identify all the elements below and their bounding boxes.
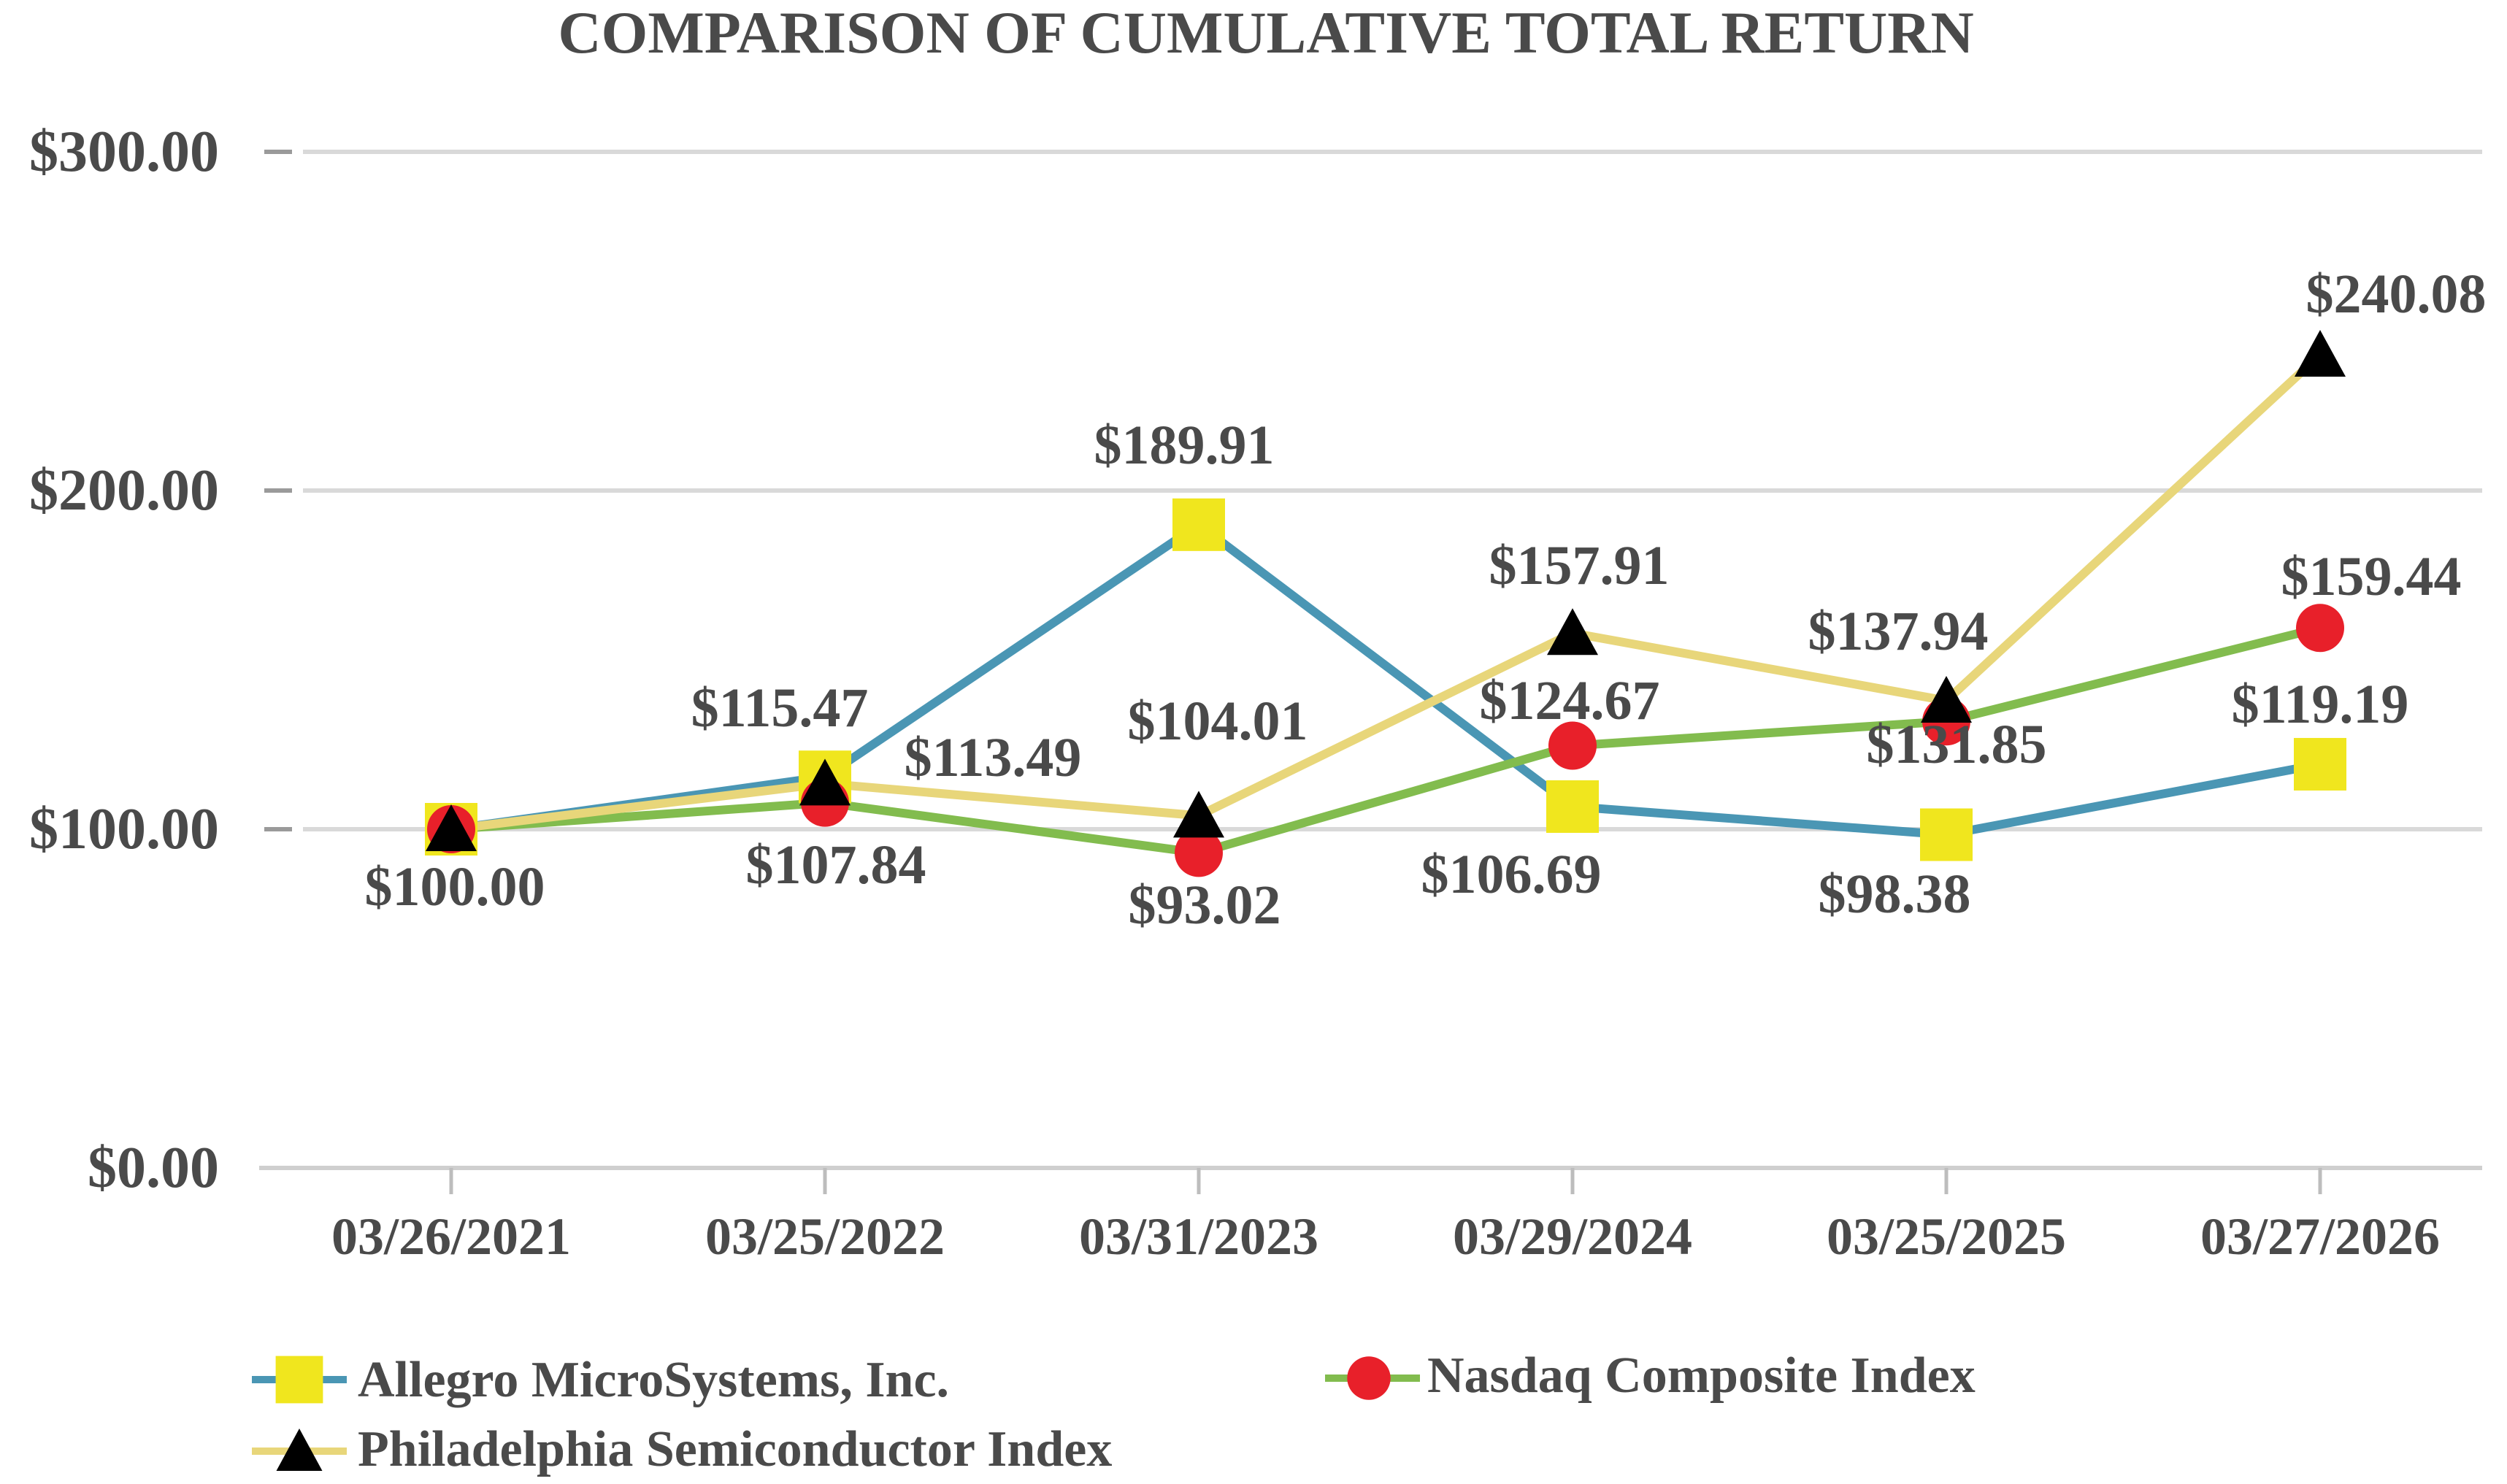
legend-square-icon bbox=[275, 1356, 323, 1404]
xtick-label: 03/25/2022 bbox=[705, 1207, 945, 1266]
series-markers bbox=[425, 330, 2346, 877]
legend-circle-icon bbox=[1347, 1356, 1391, 1400]
legend-label: Philadelphia Semiconductor Index bbox=[358, 1421, 1112, 1477]
gridlines bbox=[303, 150, 2482, 831]
axes: $0.00 $100.00 $200.00 $300.00 03/26/2021 03/2… bbox=[29, 120, 2482, 1266]
data-label: $131.85 bbox=[1867, 714, 2047, 775]
ytick-label: $300.00 bbox=[29, 120, 219, 184]
data-label: $100.00 bbox=[365, 856, 545, 918]
data-label: $93.02 bbox=[1129, 874, 1281, 936]
data-label: $113.49 bbox=[905, 727, 1082, 788]
series-line-triangle bbox=[447, 350, 2324, 834]
legend-item: Nasdaq Composite Index bbox=[1325, 1347, 1976, 1404]
data-label: $119.19 bbox=[2232, 674, 2409, 735]
ytick-label: $0.00 bbox=[88, 1136, 219, 1200]
triangle-marker bbox=[426, 804, 477, 851]
triangle-marker bbox=[1921, 675, 1972, 723]
data-label: $124.67 bbox=[1480, 670, 1660, 731]
series-line-square bbox=[447, 520, 2324, 839]
square-marker bbox=[1920, 808, 1973, 861]
circle-marker bbox=[1548, 721, 1597, 770]
series-line-circle bbox=[447, 623, 2324, 858]
triangle-marker bbox=[1173, 791, 1224, 838]
data-label: $115.47 bbox=[691, 677, 869, 739]
circle-marker bbox=[2296, 604, 2344, 653]
data-label: $159.44 bbox=[2281, 546, 2462, 607]
data-label: $98.38 bbox=[1819, 864, 1971, 925]
xtick-label: 03/29/2024 bbox=[1453, 1207, 1692, 1266]
legend-label: Nasdaq Composite Index bbox=[1427, 1347, 1976, 1404]
legend-item: Allegro MicroSystems, Inc. bbox=[252, 1352, 949, 1408]
data-label: $106.69 bbox=[1421, 844, 1602, 905]
xtick-label: 03/25/2025 bbox=[1827, 1207, 2066, 1266]
series-lines bbox=[447, 350, 2324, 858]
circle-marker bbox=[1175, 828, 1223, 877]
data-label: $157.91 bbox=[1489, 535, 1670, 596]
data-label: $104.01 bbox=[1128, 691, 1308, 752]
legend-label: Allegro MicroSystems, Inc. bbox=[358, 1352, 949, 1408]
square-marker bbox=[1172, 498, 1225, 551]
square-marker bbox=[1546, 780, 1599, 833]
triangle-marker bbox=[799, 758, 851, 806]
triangle-marker bbox=[1547, 608, 1598, 656]
data-label: $240.08 bbox=[2306, 264, 2487, 325]
ytick-label: $200.00 bbox=[29, 458, 219, 523]
data-label: $189.91 bbox=[1094, 415, 1275, 476]
triangle-marker bbox=[2295, 330, 2346, 377]
square-marker bbox=[2294, 737, 2346, 791]
xtick-label: 03/31/2023 bbox=[1079, 1207, 1318, 1266]
chart-title: COMPARISON OF CUMULATIVE TOTAL RETURN bbox=[558, 0, 1973, 66]
xtick-label: 03/27/2026 bbox=[2200, 1207, 2440, 1266]
data-labels: $115.47 $189.91 $106.69 $98.38 $119.19 $107.8… bbox=[365, 264, 2487, 936]
legend-triangle-icon bbox=[276, 1429, 323, 1471]
legend: Allegro MicroSystems, Inc. Nasdaq Composi… bbox=[252, 1347, 1976, 1477]
legend-item: Philadelphia Semiconductor Index bbox=[252, 1421, 1112, 1477]
ytick-label: $100.00 bbox=[29, 797, 219, 861]
data-label: $137.94 bbox=[1808, 601, 1989, 662]
xtick-label: 03/26/2021 bbox=[331, 1207, 571, 1266]
data-label: $107.84 bbox=[746, 834, 926, 896]
